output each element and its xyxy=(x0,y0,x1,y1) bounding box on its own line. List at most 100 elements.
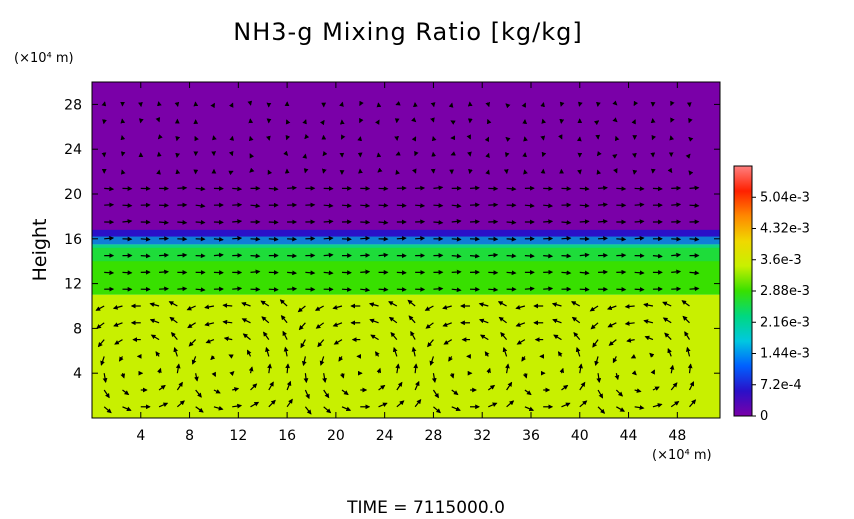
wind-vector xyxy=(543,203,554,209)
wind-vector xyxy=(332,305,343,310)
wind-vector xyxy=(662,301,672,307)
wind-vector xyxy=(561,270,572,276)
wind-vector xyxy=(177,252,188,258)
wind-vector xyxy=(360,287,371,293)
wind-vector xyxy=(408,315,416,324)
wind-vector xyxy=(194,135,199,142)
wind-vector xyxy=(543,286,554,292)
wind-vector xyxy=(300,339,306,349)
wind-vector xyxy=(506,400,515,408)
wind-vector xyxy=(322,151,328,157)
wind-vector xyxy=(415,203,426,208)
wind-vector xyxy=(596,151,602,157)
colorbar-tick-label: 7.2e-4 xyxy=(760,378,802,393)
wind-vector xyxy=(369,318,379,324)
wind-vector xyxy=(195,186,206,192)
wind-vector xyxy=(341,389,349,396)
wind-vector xyxy=(670,382,678,391)
wind-vector xyxy=(442,322,452,327)
wind-vector xyxy=(159,252,170,258)
wind-vector xyxy=(634,388,642,393)
wind-vector xyxy=(228,354,234,359)
wind-vector xyxy=(579,186,590,192)
wind-vector xyxy=(552,318,562,324)
wind-vector xyxy=(469,185,480,191)
wind-vector xyxy=(433,406,441,414)
wind-vector xyxy=(631,370,637,376)
wind-vector xyxy=(149,318,160,324)
wind-vector xyxy=(339,373,345,379)
wind-vector xyxy=(652,253,663,259)
wind-vector xyxy=(114,339,123,345)
wind-vector xyxy=(222,319,233,325)
wind-vector xyxy=(652,186,663,192)
wind-vector xyxy=(118,356,124,362)
wind-vector xyxy=(451,219,462,224)
wind-vector xyxy=(612,356,618,364)
wind-vector xyxy=(322,373,327,384)
wind-vector xyxy=(479,334,489,341)
wind-vector xyxy=(170,331,178,340)
wind-vector xyxy=(687,363,693,374)
wind-vector xyxy=(229,371,235,377)
wind-vector xyxy=(232,236,243,241)
x-tick-label: 8 xyxy=(185,428,194,444)
wind-vector xyxy=(579,219,590,225)
heatmap-field xyxy=(92,82,720,418)
wind-vector xyxy=(451,406,461,412)
wind-vector xyxy=(506,236,517,242)
wind-vector xyxy=(286,380,292,391)
colorbar: 0 7.2e-4 1.44e-3 2.16e-3 2.88e-3 3.6e-3 4.32e-… xyxy=(733,165,810,424)
wind-vector xyxy=(323,389,330,399)
wind-vector xyxy=(96,322,105,329)
wind-vector xyxy=(175,136,181,142)
wind-vector xyxy=(388,316,398,324)
wind-vector xyxy=(486,367,491,374)
wind-vector xyxy=(689,203,700,208)
wind-vector xyxy=(157,134,163,140)
wind-vector xyxy=(368,302,379,307)
wind-vector xyxy=(268,399,276,408)
wind-vector xyxy=(395,363,401,374)
wind-vector xyxy=(431,373,437,384)
wind-vector xyxy=(684,331,691,340)
wind-vector xyxy=(359,117,364,124)
wind-vector xyxy=(104,235,115,241)
wind-vector xyxy=(169,316,178,324)
wind-vector xyxy=(213,389,221,394)
transition-band-cyan xyxy=(92,236,720,248)
wind-vector xyxy=(689,399,697,408)
wind-vector xyxy=(177,286,188,292)
wind-vector xyxy=(388,301,398,307)
layer-upper xyxy=(92,82,720,234)
wind-vector xyxy=(498,316,507,324)
x-axis: 4 8 12 16 20 24 28 32 36 40 44 48 xyxy=(136,82,686,444)
wind-vector xyxy=(598,202,608,208)
wind-vector xyxy=(524,389,532,396)
wind-vector xyxy=(396,381,403,391)
wind-vector xyxy=(159,286,170,292)
wind-vector xyxy=(323,219,334,225)
wind-vector xyxy=(155,351,161,357)
wind-vector xyxy=(140,236,151,242)
y-tick-label: 8 xyxy=(73,321,82,337)
wind-vector xyxy=(263,331,270,340)
wind-vector xyxy=(671,202,682,208)
wind-vector xyxy=(120,373,126,379)
wind-vector xyxy=(332,322,343,327)
wind-vector xyxy=(122,406,132,412)
wind-vector xyxy=(287,236,298,242)
wind-vector xyxy=(283,346,289,357)
wind-vector xyxy=(301,356,307,367)
wind-vector xyxy=(451,389,459,396)
wind-vector xyxy=(516,339,526,345)
x-tick-label: 20 xyxy=(327,428,345,444)
wind-vector xyxy=(232,202,243,208)
wind-vector xyxy=(341,287,352,292)
wind-vector xyxy=(505,363,510,374)
layer-lower xyxy=(92,294,720,418)
wind-vector xyxy=(250,203,261,209)
x-tick-label: 4 xyxy=(136,428,145,444)
wind-vector xyxy=(524,286,535,292)
